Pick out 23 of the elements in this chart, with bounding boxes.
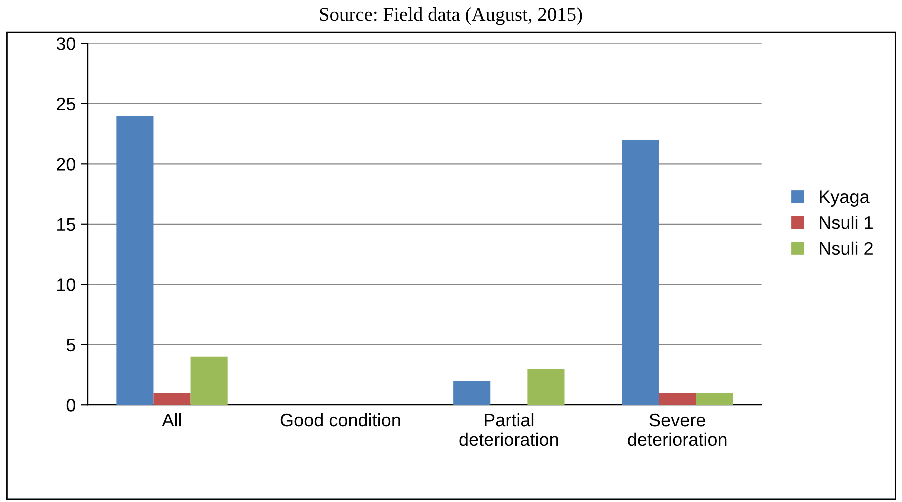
y-tick-label: 30 [56,38,76,50]
bar [659,393,696,406]
bar [154,393,191,406]
y-tick-label: 10 [58,278,76,292]
source-note: Source: Field data (August, 2015) [320,8,582,26]
x-tick-label: Severe deterioration [628,414,727,446]
legend-label: Nsuli 1 [820,216,873,230]
bar [528,368,565,406]
legend-label: Nsuli 2 [820,242,873,256]
y-tick-label: 5 [66,338,76,352]
bar [622,140,660,406]
y-tick-label: 20 [57,158,76,171]
x-tick-label: All [162,413,182,427]
y-tick-label: 15 [58,218,76,232]
bar [454,381,491,406]
bar [696,393,734,406]
y-tick-label: 25 [57,98,76,111]
y-tick-label: 0 [66,399,76,412]
x-tick-label: Partial deterioration [460,413,558,446]
bar [116,116,154,406]
x-tick-label: Good condition [280,413,400,427]
bar [190,356,228,406]
legend-label: Kyaga [820,190,870,207]
